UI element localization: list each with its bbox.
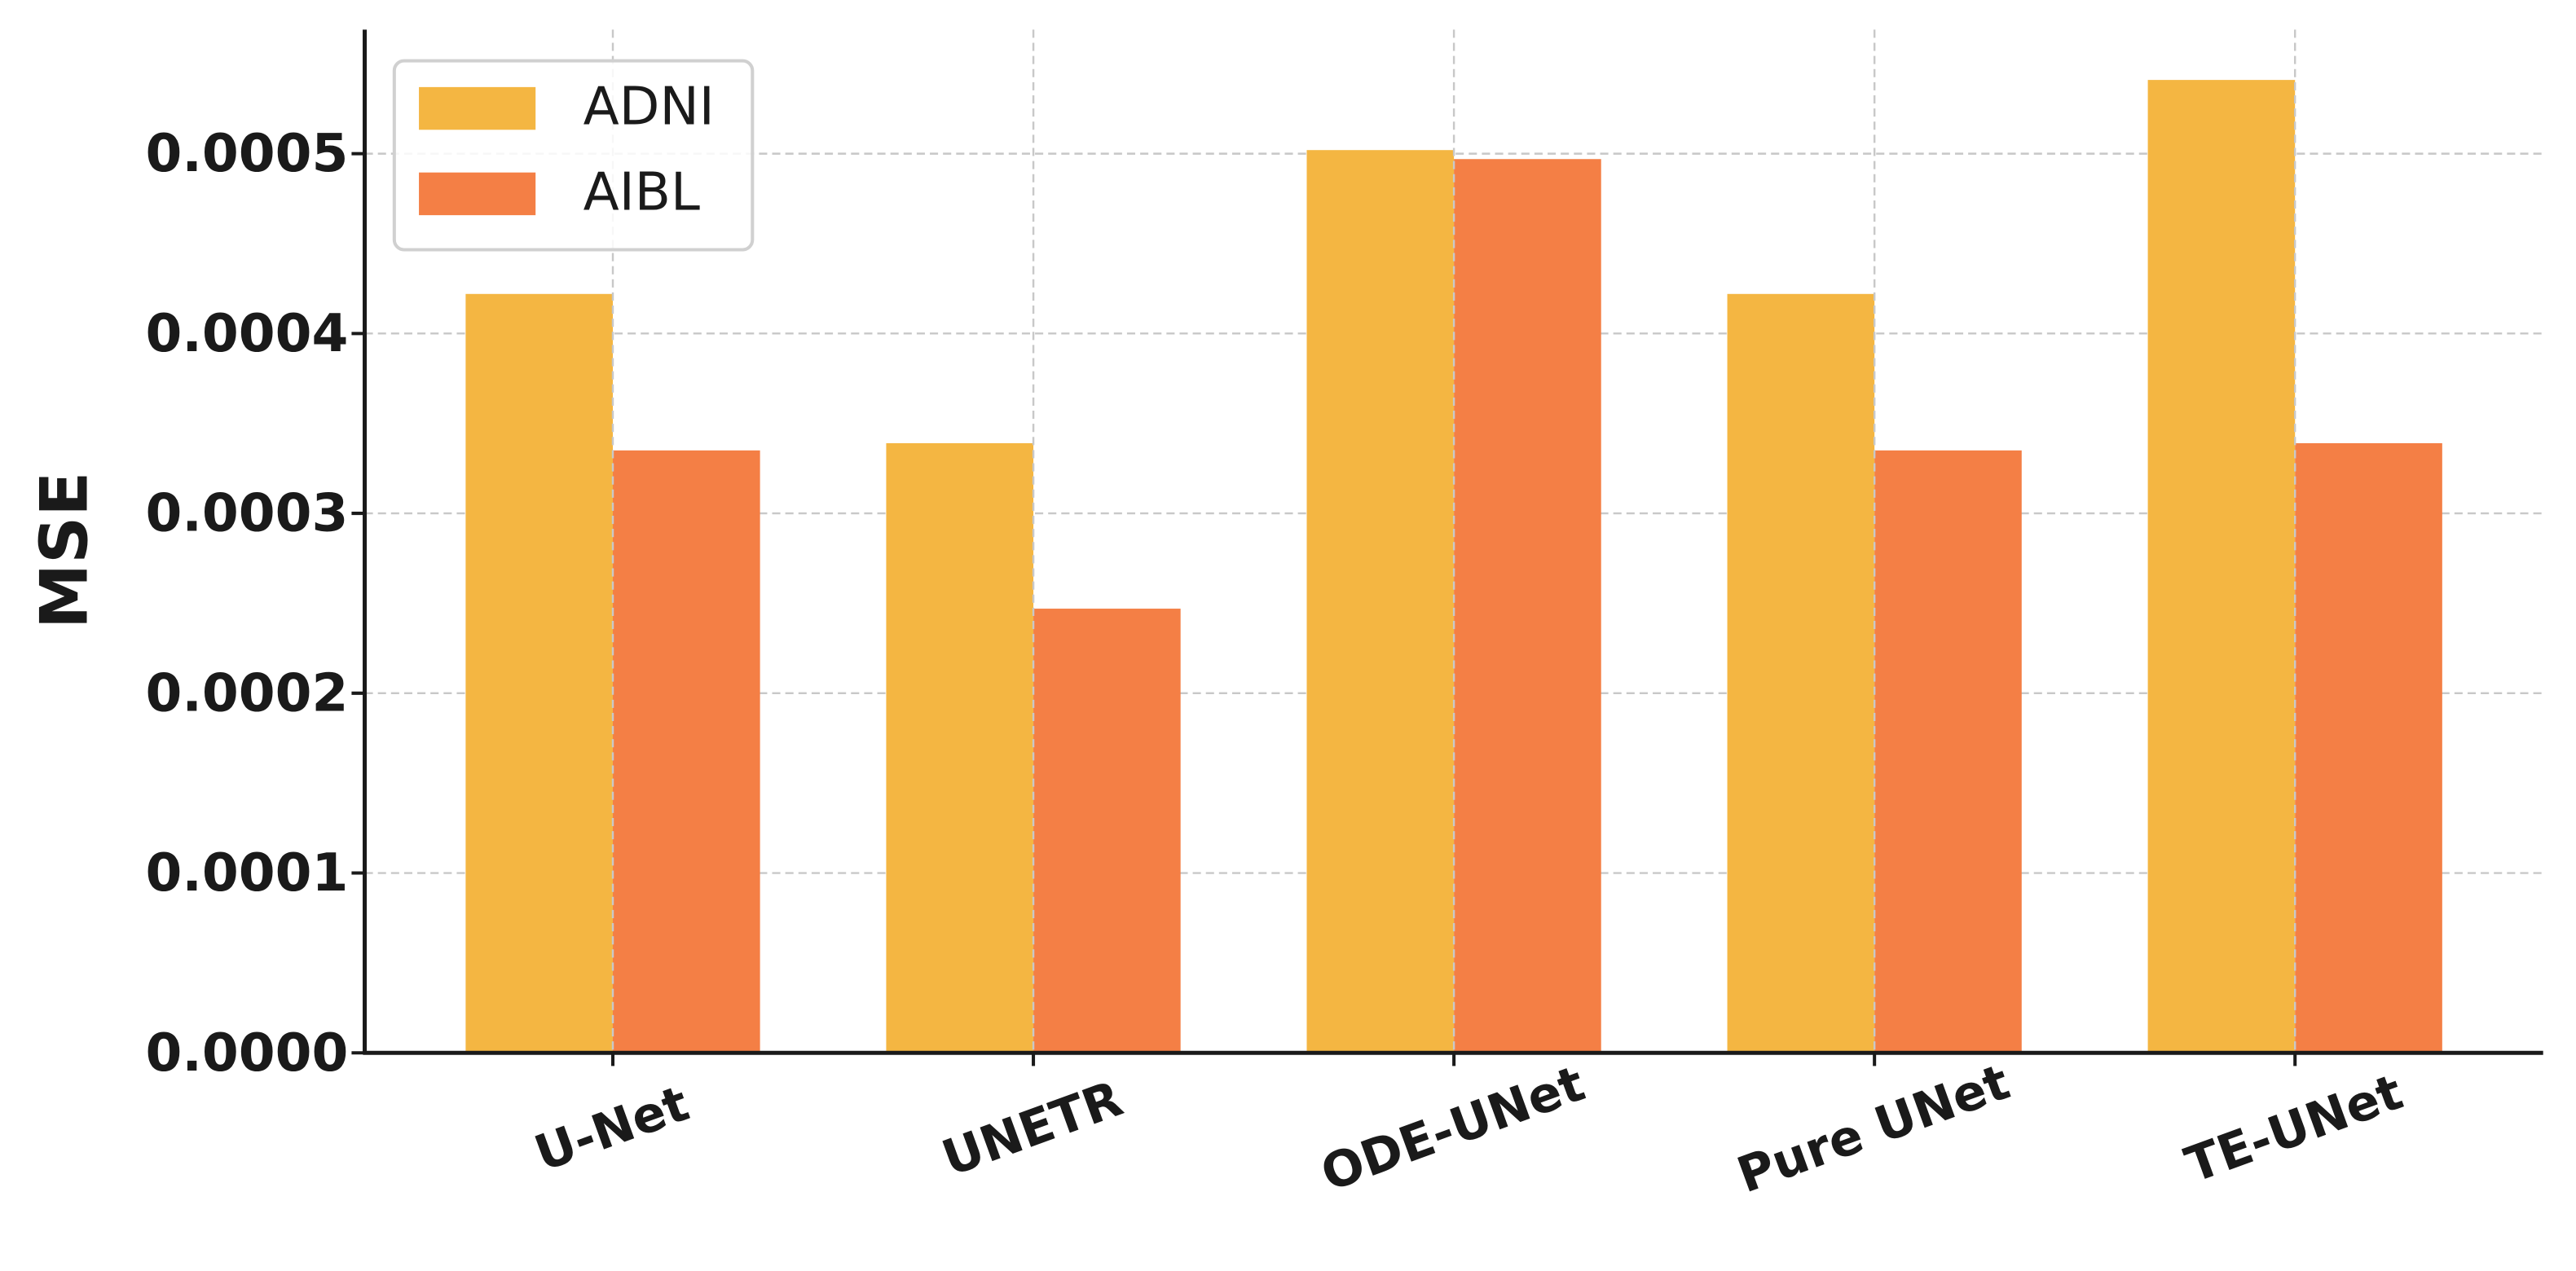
legend-swatch xyxy=(419,172,536,216)
x-tick-label: ODE-UNet xyxy=(1314,1055,1592,1203)
legend-swatch xyxy=(419,86,536,130)
x-tick-label: Pure UNet xyxy=(1730,1053,2017,1204)
bar xyxy=(1874,450,2022,1053)
x-tick-label: U-Net xyxy=(527,1075,696,1183)
x-tick-label: UNETR xyxy=(935,1071,1129,1188)
bar xyxy=(1033,609,1181,1053)
bar xyxy=(886,442,1034,1053)
y-tick-label: 0.0003 xyxy=(145,483,348,544)
y-tick-label: 0.0000 xyxy=(145,1023,348,1084)
y-tick-label: 0.0005 xyxy=(145,123,348,184)
bar xyxy=(1454,159,1601,1053)
bar xyxy=(613,450,760,1053)
y-tick-label: 0.0002 xyxy=(145,662,348,723)
bar xyxy=(1727,293,1875,1053)
x-tick-label: TE-UNet xyxy=(2178,1064,2411,1195)
bar xyxy=(2295,442,2442,1053)
bar xyxy=(1306,150,1455,1053)
bar xyxy=(2147,80,2296,1053)
bar xyxy=(465,293,614,1053)
y-tick-label: 0.0001 xyxy=(145,842,348,904)
legend-label: AIBL xyxy=(583,162,700,223)
y-axis-label: MSE xyxy=(27,472,103,629)
bars xyxy=(465,80,2442,1053)
y-tick-label: 0.0004 xyxy=(145,303,348,364)
legend-label: ADNI xyxy=(583,77,715,138)
legend: ADNI AIBL xyxy=(392,59,755,252)
